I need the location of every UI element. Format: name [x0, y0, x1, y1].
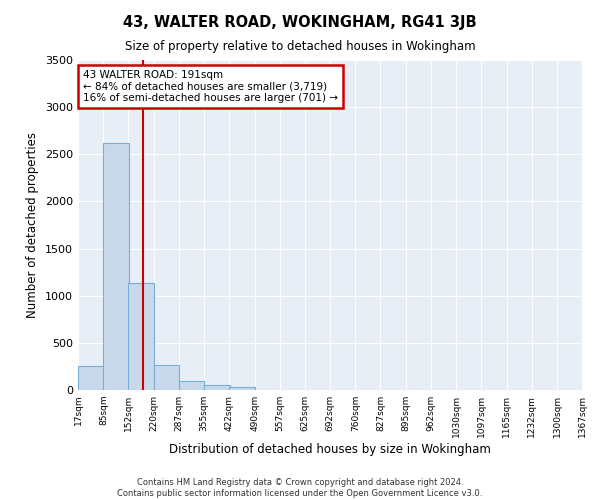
Text: 43 WALTER ROAD: 191sqm
← 84% of detached houses are smaller (3,719)
16% of semi-: 43 WALTER ROAD: 191sqm ← 84% of detached… [83, 70, 338, 103]
Bar [229, 387, 254, 390]
Bar [128, 284, 154, 390]
X-axis label: Distribution of detached houses by size in Wokingham: Distribution of detached houses by size … [169, 442, 491, 456]
Bar [154, 364, 179, 390]
Bar [103, 143, 129, 390]
Text: Size of property relative to detached houses in Wokingham: Size of property relative to detached ho… [125, 40, 475, 53]
Y-axis label: Number of detached properties: Number of detached properties [26, 132, 40, 318]
Text: 43, WALTER ROAD, WOKINGHAM, RG41 3JB: 43, WALTER ROAD, WOKINGHAM, RG41 3JB [123, 15, 477, 30]
Bar [78, 366, 103, 390]
Bar [204, 386, 230, 390]
Text: Contains HM Land Registry data © Crown copyright and database right 2024.
Contai: Contains HM Land Registry data © Crown c… [118, 478, 482, 498]
Bar [179, 380, 204, 390]
